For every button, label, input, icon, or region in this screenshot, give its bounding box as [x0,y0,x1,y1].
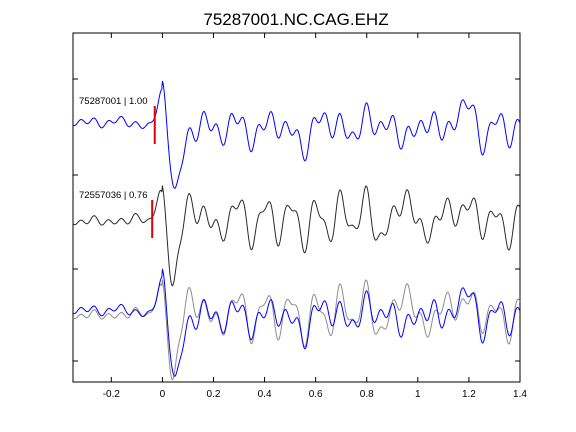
x-tick-label: 0.4 [258,389,272,400]
y-axis-ticks [73,78,520,362]
x-tick-label: 1.4 [513,389,527,400]
trace-overlay [72,279,521,381]
x-tick-label: 1.2 [462,389,476,400]
x-tick-label: 1 [415,389,421,400]
trace-label: 75287001 | 1.00 [79,96,148,107]
trace-label: 72557036 | 0.76 [79,190,148,201]
x-axis: -0.2 0 0.2 0.4 0.6 0.8 1 1.2 1.4 [103,33,527,400]
plot-frame [72,32,521,383]
x-tick-label: 0.6 [309,389,323,400]
trace-master [72,268,521,377]
trace-master [72,80,521,189]
trace-labels: 75287001 | 1.00 72557036 | 0.76 [79,96,148,201]
trace-correlated [72,185,521,287]
x-tick-label: 0 [160,389,166,400]
pick-markers [151,106,156,238]
x-tick-label: 0.8 [360,389,374,400]
waveform-traces [72,80,521,381]
chart-title: 75287001.NC.CAG.EHZ [203,10,388,29]
x-tick-label: 0.2 [207,389,221,400]
x-tick-label: -0.2 [103,389,121,400]
